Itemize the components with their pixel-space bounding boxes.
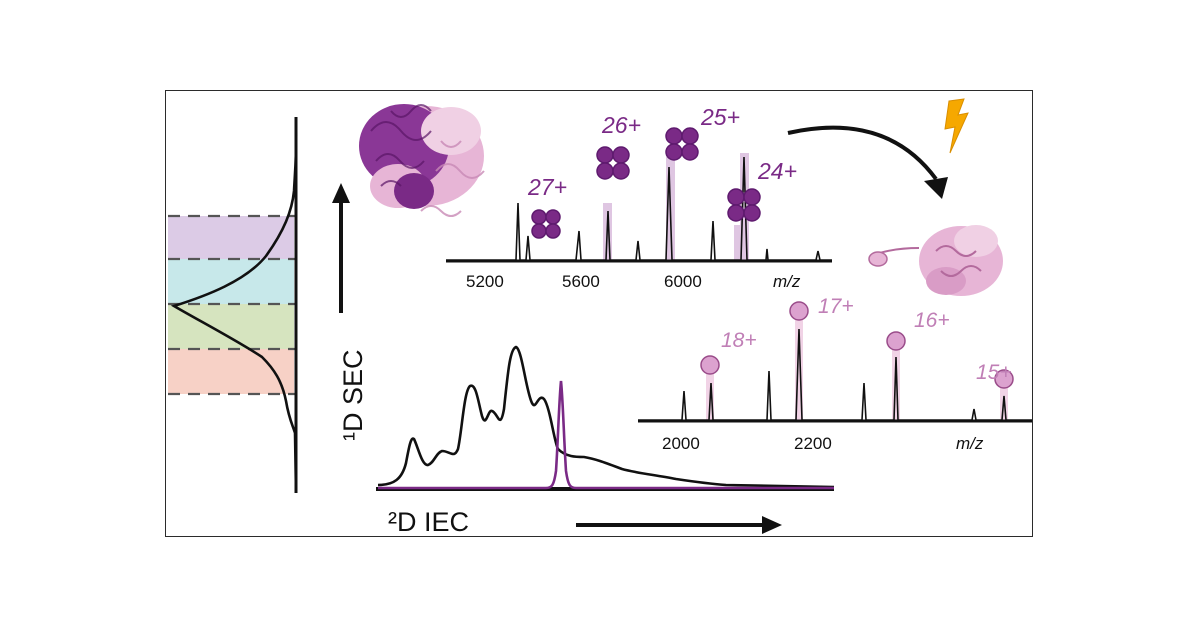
- monomer-glyph-15: [994, 369, 1014, 389]
- monomer-trace: [638, 328, 1032, 421]
- figure-canvas: ¹D SEC: [168, 98, 1032, 537]
- charge-label-25: 25+: [700, 104, 740, 130]
- tetramer-glyph-25: [665, 127, 699, 161]
- sec-axis-label: ¹D SEC: [338, 349, 368, 441]
- charge-label-24: 24+: [757, 158, 797, 184]
- monomer-glyph-18: [700, 355, 720, 375]
- tetramer-glyph-27: [531, 209, 561, 239]
- iec-trace-selected: [378, 380, 834, 490]
- tetramer-axis-unit: m/z: [773, 272, 801, 291]
- sec-panel: ¹D SEC: [168, 117, 368, 494]
- monomer-glyph-17: [789, 301, 809, 321]
- sec-arrow-head: [332, 183, 350, 203]
- tetramer-glyph-24: [727, 188, 761, 222]
- tetramer-tick-6000: 6000: [664, 272, 702, 291]
- monomer-tick-2200: 2200: [794, 434, 832, 453]
- tetramer-glyph-26: [596, 146, 630, 180]
- charge-label-17: 17+: [818, 295, 854, 318]
- dissociation-arrow: [787, 125, 938, 181]
- monomer-tick-2000: 2000: [662, 434, 700, 453]
- monomer-glyphs: [700, 301, 1014, 389]
- tetramer-tick-5200: 5200: [466, 272, 504, 291]
- sec-trace: [170, 120, 298, 494]
- monomer-axis-unit: m/z: [956, 434, 984, 453]
- iec-panel: ²D IEC: [376, 345, 835, 537]
- lightning-icon: [944, 98, 969, 154]
- sec-band-1: [168, 216, 294, 259]
- sec-band-2: [168, 259, 294, 304]
- monomer-glyph-16: [886, 331, 906, 351]
- tetramer-tick-5600: 5600: [562, 272, 600, 291]
- tetramer-glyphs: [531, 127, 761, 239]
- iec-arrow-head: [762, 516, 782, 534]
- monomer-structure-image: [868, 225, 1003, 296]
- charge-label-27: 27+: [527, 174, 567, 200]
- tetramer-structure-image: [359, 104, 485, 217]
- tetramer-trace: [446, 156, 832, 261]
- charge-label-26: 26+: [601, 112, 641, 138]
- charge-label-16: 16+: [914, 309, 950, 332]
- charge-label-15: 15+: [976, 361, 1012, 384]
- tetramer-spectrum: 27+ 26+ 25+ 24+ 5200 5600 6000 m/z: [446, 104, 832, 291]
- monomer-spectrum: 18+ 17+ 16+ 15+ 2000 2200 m/z: [638, 295, 1032, 453]
- iec-axis-label: ²D IEC: [388, 507, 469, 537]
- dissociation-arrow-head: [924, 177, 948, 199]
- charge-label-18: 18+: [721, 329, 757, 352]
- sec-band-3: [168, 304, 294, 349]
- iec-trace-total: [377, 345, 835, 489]
- sec-band-dividers: [168, 214, 296, 396]
- figure-frame: ¹D SEC: [165, 90, 1033, 537]
